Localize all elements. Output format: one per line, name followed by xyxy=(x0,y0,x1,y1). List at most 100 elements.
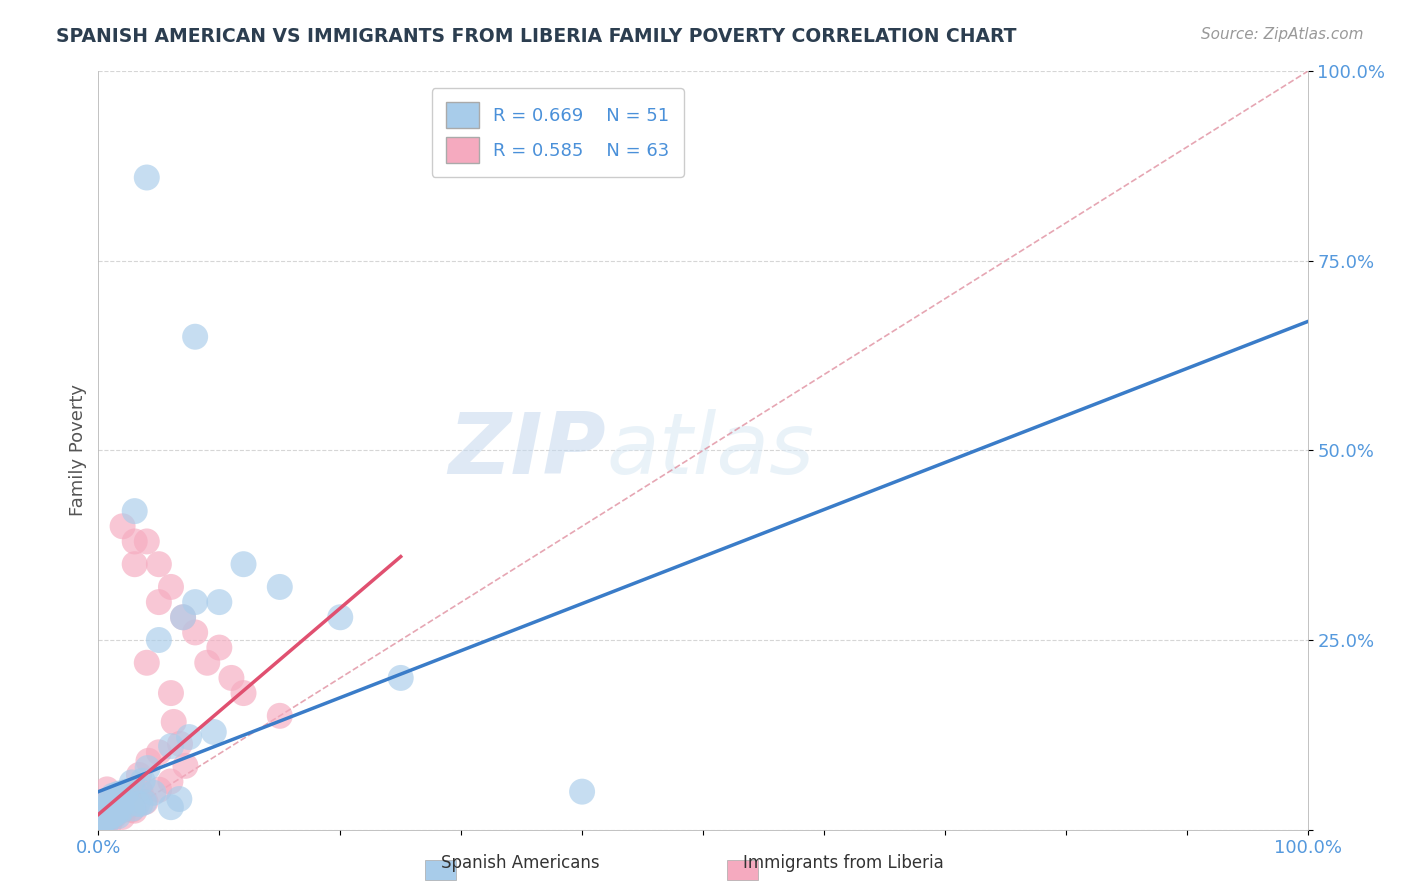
Point xyxy=(118,798,141,813)
Point xyxy=(184,330,207,344)
Point xyxy=(160,580,183,594)
Point xyxy=(121,803,143,817)
Point xyxy=(134,795,156,809)
Point xyxy=(104,806,127,821)
Point xyxy=(94,819,117,833)
Point xyxy=(232,557,254,572)
Point xyxy=(94,808,117,822)
Point xyxy=(97,810,120,824)
Point xyxy=(115,797,138,812)
Point xyxy=(163,714,186,729)
Point xyxy=(87,820,110,834)
Text: atlas: atlas xyxy=(606,409,814,492)
Point xyxy=(129,784,152,798)
Point xyxy=(98,804,121,818)
Point xyxy=(329,610,352,624)
Point xyxy=(148,782,170,797)
Point xyxy=(124,504,146,518)
Point xyxy=(148,633,170,648)
Point xyxy=(94,796,117,810)
Point xyxy=(107,809,129,823)
Point xyxy=(97,812,120,826)
Point xyxy=(136,761,159,775)
Point xyxy=(94,809,117,823)
Point xyxy=(89,811,111,825)
Legend: R = 0.669    N = 51, R = 0.585    N = 63: R = 0.669 N = 51, R = 0.585 N = 63 xyxy=(432,88,683,177)
Point xyxy=(90,804,112,818)
Point xyxy=(87,807,110,822)
Point xyxy=(135,170,157,185)
Point xyxy=(111,789,134,804)
Point xyxy=(269,580,291,594)
Point xyxy=(98,796,121,810)
Point xyxy=(108,793,131,807)
Point xyxy=(105,794,128,808)
Point xyxy=(389,671,412,685)
Point xyxy=(108,792,131,806)
Point xyxy=(208,640,231,655)
Point xyxy=(135,534,157,549)
Point xyxy=(89,814,111,829)
Point xyxy=(89,821,111,835)
Point xyxy=(104,803,127,817)
Point xyxy=(93,816,115,830)
Y-axis label: Family Poverty: Family Poverty xyxy=(69,384,87,516)
Point xyxy=(195,656,218,670)
Point xyxy=(160,800,183,814)
Point xyxy=(112,802,135,816)
Point xyxy=(121,801,143,815)
Point xyxy=(134,795,156,809)
Point xyxy=(111,803,134,817)
Point xyxy=(124,786,146,800)
Point xyxy=(177,730,200,744)
Point xyxy=(148,557,170,572)
Point xyxy=(89,808,111,822)
Point xyxy=(101,806,124,821)
Text: Immigrants from Liberia: Immigrants from Liberia xyxy=(744,855,943,872)
Point xyxy=(111,810,134,824)
Point xyxy=(107,787,129,801)
Point xyxy=(90,819,112,833)
Point xyxy=(184,625,207,640)
Text: Spanish Americans: Spanish Americans xyxy=(441,855,599,872)
Point xyxy=(94,814,117,828)
Point xyxy=(112,803,135,817)
Point xyxy=(97,801,120,815)
Point xyxy=(160,739,183,753)
Point xyxy=(172,610,194,624)
Point xyxy=(97,796,120,810)
Point xyxy=(571,785,593,799)
Text: Source: ZipAtlas.com: Source: ZipAtlas.com xyxy=(1201,27,1364,42)
Point xyxy=(89,819,111,833)
Point xyxy=(159,774,181,789)
Point xyxy=(124,804,146,818)
Point xyxy=(148,745,170,759)
Point xyxy=(221,671,243,685)
Point xyxy=(121,775,143,789)
Point xyxy=(103,809,125,823)
Point xyxy=(169,737,191,751)
Point xyxy=(160,686,183,700)
Point xyxy=(269,708,291,723)
Point xyxy=(135,656,157,670)
Point xyxy=(101,808,124,822)
Point xyxy=(124,534,146,549)
Point xyxy=(87,809,110,823)
Point xyxy=(96,811,118,825)
Point xyxy=(129,797,152,811)
Point xyxy=(131,773,153,788)
Point xyxy=(172,610,194,624)
Point xyxy=(98,817,121,831)
Point xyxy=(138,754,160,768)
Point xyxy=(101,808,124,822)
Point xyxy=(148,595,170,609)
Point xyxy=(89,818,111,832)
Point xyxy=(89,799,111,814)
Point xyxy=(94,817,117,831)
Point xyxy=(97,798,120,813)
Text: SPANISH AMERICAN VS IMMIGRANTS FROM LIBERIA FAMILY POVERTY CORRELATION CHART: SPANISH AMERICAN VS IMMIGRANTS FROM LIBE… xyxy=(56,27,1017,45)
Point xyxy=(127,797,149,811)
Point xyxy=(232,686,254,700)
Point xyxy=(117,789,139,804)
Point xyxy=(91,815,114,830)
